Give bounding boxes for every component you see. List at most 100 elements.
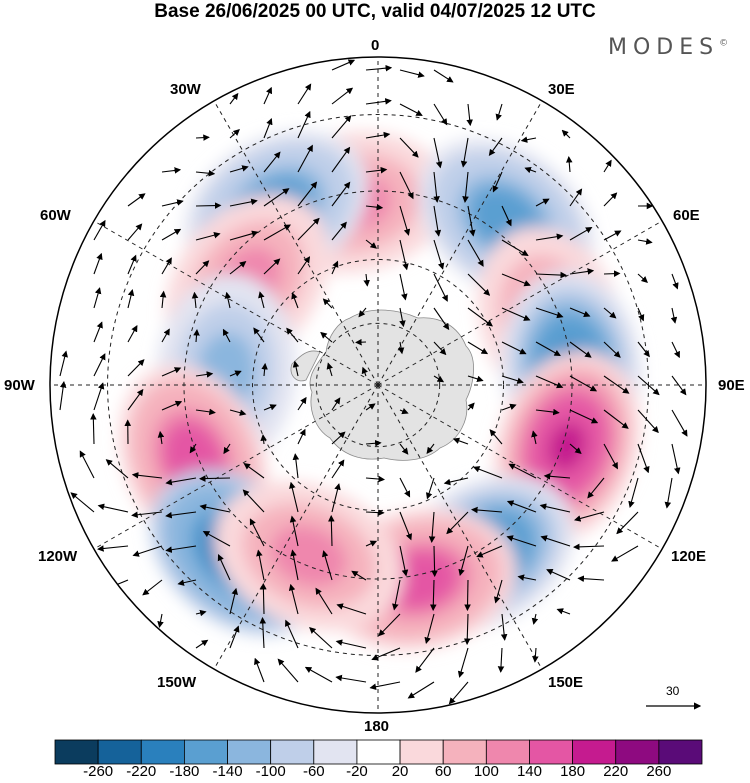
wind-arrow [577,575,605,582]
wind-arrow [331,459,345,479]
wind-arrow [628,477,639,508]
wind-arrow [501,341,527,355]
wind-arrow [603,270,621,277]
meridian [213,384,379,670]
wind-arrow [476,545,503,558]
wind-arrow [501,239,529,256]
wind-arrow [331,181,351,207]
wind-arrow [611,545,639,562]
wind-arrow [458,545,469,577]
wind-arrow [161,257,172,275]
wind-arrow [361,366,368,377]
wind-arrow [603,409,629,429]
wind-arrow [263,404,277,411]
wind-arrow [127,325,138,343]
wind-arrow [365,131,391,139]
wind-arrow [464,579,471,612]
wind-arrow [467,239,484,267]
wind-arrow [260,434,267,445]
wind-arrow [335,639,367,649]
wind-arrow [399,407,409,415]
wind-arrow [291,292,299,309]
wind-arrow [286,327,299,343]
wind-arrow [331,483,341,513]
wind-arrow [242,489,265,513]
wind-arrow [457,647,469,678]
wind-arrow [229,370,242,377]
lon-label-60w: 60W [40,207,71,224]
wind-arrow [161,167,182,174]
wind-arrow [535,341,561,357]
wind-arrow [569,409,599,424]
wind-arrow [433,341,447,356]
wind-arrow [297,110,311,139]
wind-arrow [292,453,300,479]
wind-arrow [229,92,239,105]
wind-arrow [462,171,469,203]
wind-arrow [260,582,267,615]
wind-arrow [433,171,440,203]
wind-arrow [616,511,639,535]
meridian [93,384,379,550]
wind-arrow [506,500,537,513]
wind-arrow [351,570,367,581]
wind-arrow [202,531,231,547]
wind-arrow [369,681,401,691]
wind-arrow [664,477,673,509]
wind-arrow [229,230,259,241]
wind-arrow [569,443,582,455]
wind-arrow [127,359,145,377]
meridian [377,384,543,670]
wind-arrow [433,307,450,331]
wind-arrow [335,674,367,683]
wind-arrow [524,166,537,174]
wind-arrow [467,375,484,383]
wind-arrow [365,509,385,516]
wind-arrow [603,375,630,394]
wind-arrow [365,203,384,211]
wind-arrow [443,477,469,486]
latitude-circle [251,258,505,512]
wind-arrow [193,328,200,343]
colorbar-swatch [270,739,315,765]
wind-arrow [195,639,209,649]
wind-arrow [517,574,537,581]
wind-arrow [161,367,182,377]
wind-arrow [79,450,95,479]
wind-arrow [501,273,531,287]
wind-arrow [191,291,199,309]
wind-arrow [131,511,163,519]
wind-arrow [603,159,612,173]
map-border [49,56,707,714]
brand-logo: MODES© [608,35,729,60]
wind-arrow [365,403,376,411]
wind-arrow [292,360,300,377]
wind-arrow [93,353,106,377]
wind-arrow [331,221,347,241]
wind-arrow [223,443,231,455]
wind-arrow [433,69,454,83]
wind-arrow [574,511,605,522]
wind-arrow [321,550,333,581]
wind-arrow [331,397,341,411]
wind-arrow [424,613,435,645]
colorbar-tick-label: 220 [603,763,629,780]
wind-arrow [320,331,333,343]
wind-arrow [131,472,163,479]
lon-label-30e: 30E [548,81,575,98]
wind-arrow [535,198,550,207]
wind-arrow [142,579,163,596]
wind-arrow [433,375,445,383]
wind-arrow [378,613,401,637]
wind-arrow [495,103,503,121]
wind-arrow [637,409,659,434]
wind-arrow [93,252,103,275]
wind-arrow [452,437,469,445]
wind-arrow [363,273,370,287]
wind-arrow [127,254,137,275]
wind-arrow [426,443,435,454]
wind-arrow [671,409,688,437]
wind-arrow [165,477,197,486]
wind-arrow [603,341,621,358]
wind-arrow [446,511,469,535]
